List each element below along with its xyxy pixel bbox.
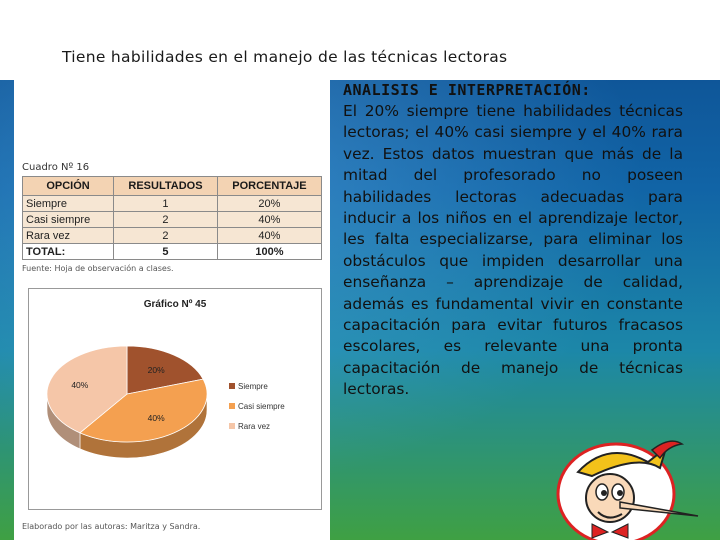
- header-results: RESULTADOS: [113, 176, 218, 196]
- cell-option: Siempre: [21, 195, 115, 212]
- analysis-text: El 20% siempre tiene habilidades técnica…: [343, 102, 683, 399]
- cell-results: 2: [113, 211, 218, 228]
- pie-legend: Siempre Casi siempre Rara vez: [229, 382, 285, 431]
- cell-results: 2: [113, 227, 218, 244]
- header-percentage: PORCENTAJE: [216, 176, 323, 196]
- table-total-row: TOTAL: 5 100%: [21, 243, 323, 260]
- legend-swatch: [229, 403, 235, 409]
- legend-swatch: [229, 423, 235, 429]
- pie-chart-frame: Gráfico Nº 45 20% 40% 40% Siempre Casi siem…: [28, 288, 322, 510]
- table-source: Fuente: Hoja de observación a clases.: [22, 264, 174, 273]
- legend-label: Siempre: [238, 382, 268, 391]
- table-row: Casi siempre 2 40%: [21, 211, 323, 228]
- header-band: [0, 0, 720, 80]
- results-table: OPCIÓN RESULTADOS PORCENTAJE Siempre 1 2…: [21, 176, 323, 260]
- pie-labels: 20% 40% 40%: [71, 365, 165, 423]
- legend-label: Rara vez: [238, 422, 270, 431]
- cell-option: Rara vez: [21, 227, 115, 244]
- total-results: 5: [113, 243, 218, 260]
- pie-data-label: 20%: [148, 365, 165, 375]
- legend-swatch: [229, 383, 235, 389]
- cell-percentage: 40%: [216, 227, 323, 244]
- table-caption: Cuadro Nº 16: [22, 162, 90, 173]
- total-percentage: 100%: [216, 243, 323, 260]
- analysis-block: ANALISIS E INTERPRETACIÓN: El 20% siempr…: [343, 80, 683, 401]
- cell-percentage: 20%: [216, 195, 323, 212]
- pie-data-label: 40%: [71, 380, 88, 390]
- total-label: TOTAL:: [21, 243, 115, 260]
- pie-data-label: 40%: [148, 413, 165, 423]
- pie-slice-2: [46, 345, 128, 434]
- table-row: Siempre 1 20%: [21, 195, 323, 212]
- pie-slices: [46, 345, 208, 443]
- cell-option: Casi siempre: [21, 211, 115, 228]
- analysis-title: ANALISIS E INTERPRETACIÓN:: [343, 81, 591, 99]
- chart-title: Gráfico Nº 45: [144, 299, 207, 310]
- header-option: OPCIÓN: [21, 176, 115, 196]
- table-row: Rara vez 2 40%: [21, 227, 323, 244]
- pie-chart: Gráfico Nº 45 20% 40% 40% Siempre Casi siem…: [46, 299, 285, 459]
- pie-slice-0: [126, 345, 204, 395]
- cell-percentage: 40%: [216, 211, 323, 228]
- pie-slice-1: [79, 378, 208, 443]
- legend-label: Casi siempre: [238, 402, 285, 411]
- cell-results: 1: [113, 195, 218, 212]
- pinocchio-mascot-illustration: [556, 440, 699, 540]
- slide-title: Tiene habilidades en el manejo de las té…: [62, 48, 508, 66]
- table-header-row: OPCIÓN RESULTADOS PORCENTAJE: [21, 176, 323, 196]
- credit-note: Elaborado por las autoras: Maritza y San…: [22, 522, 201, 531]
